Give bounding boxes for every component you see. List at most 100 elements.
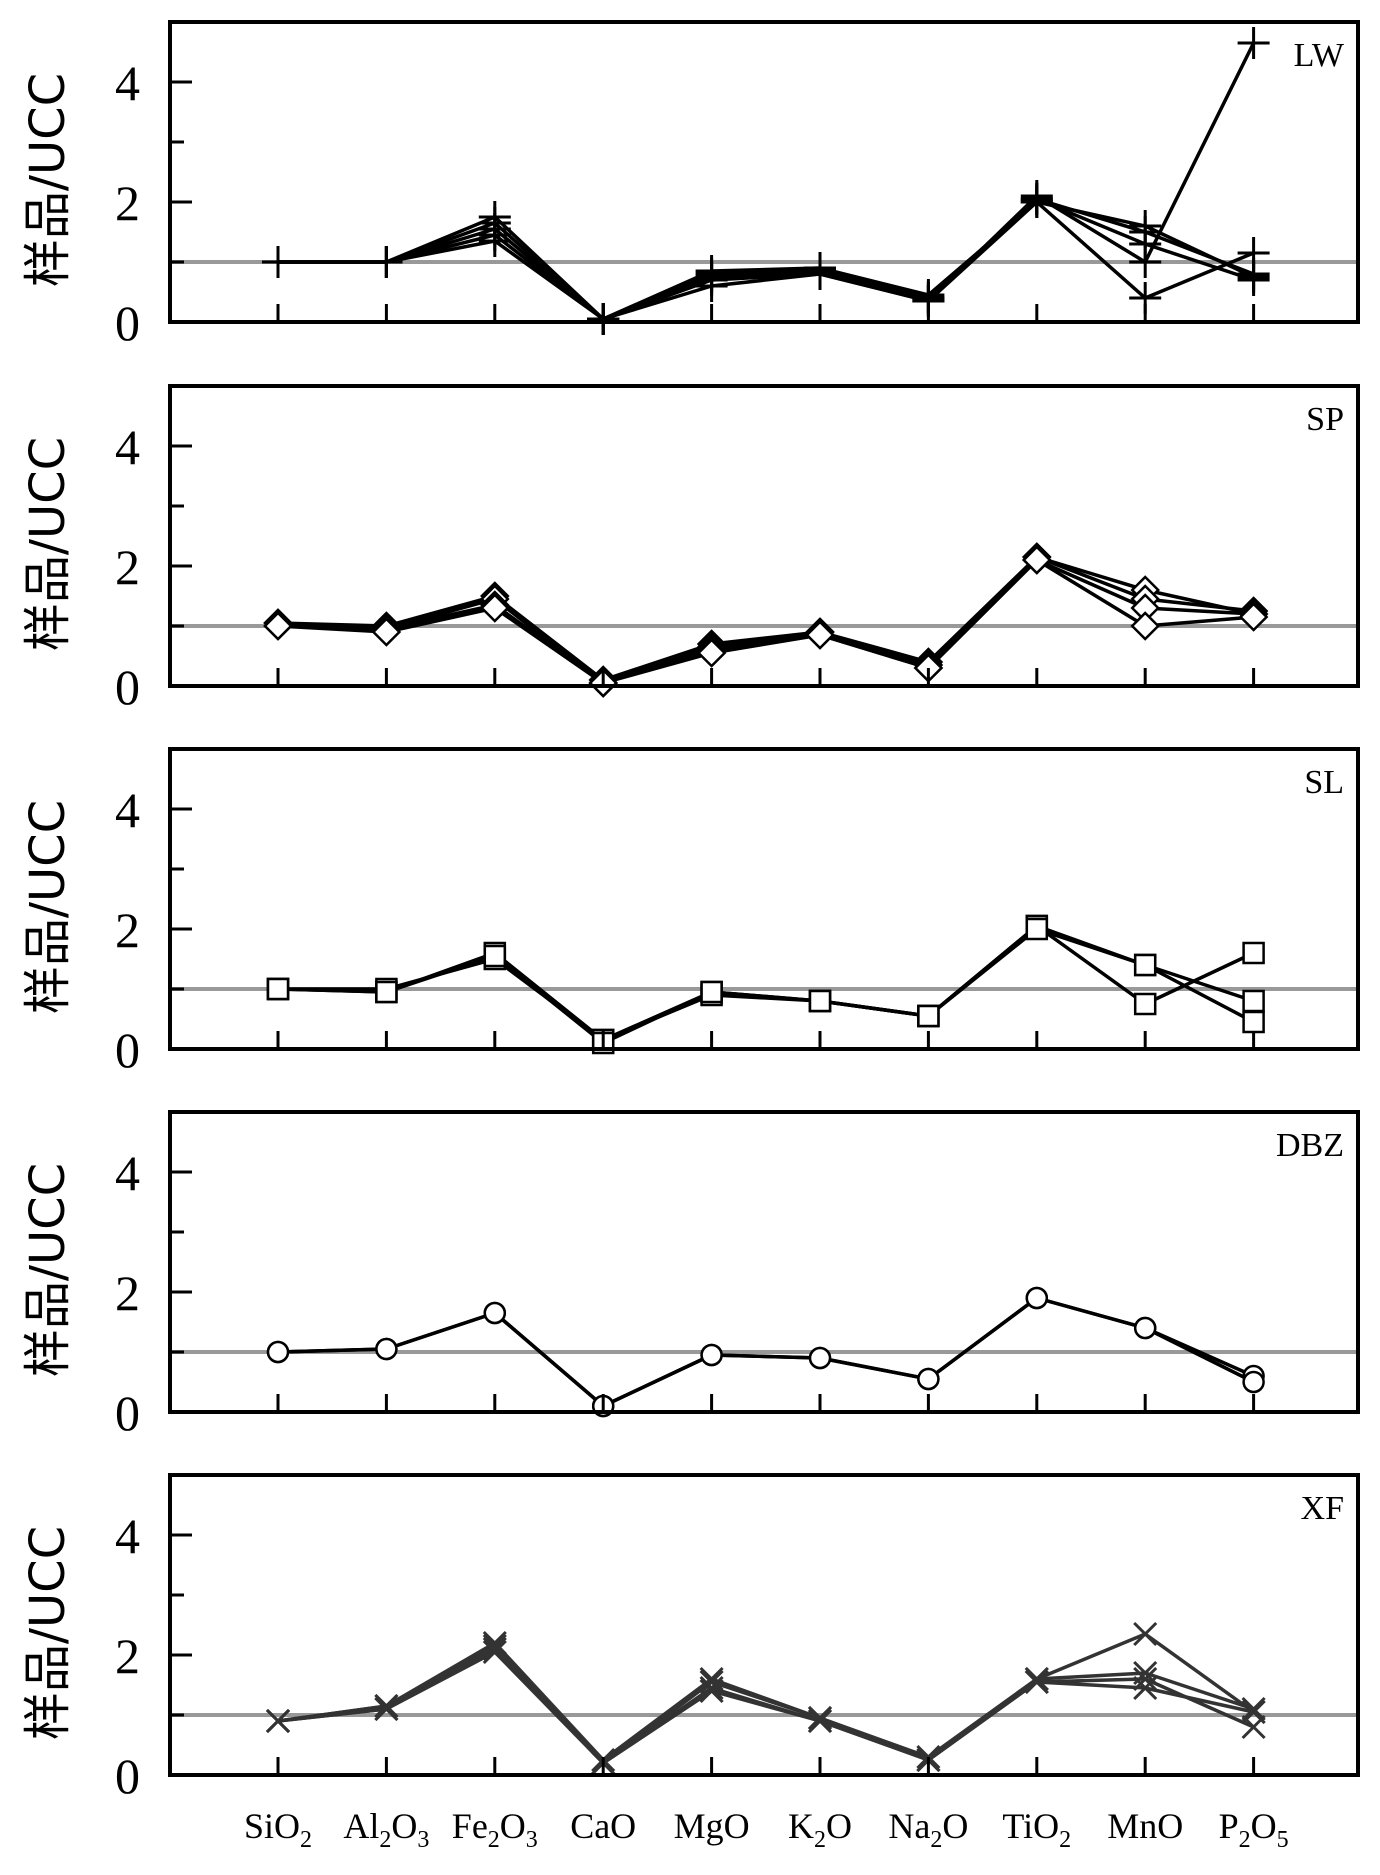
panel-label: LW bbox=[1294, 37, 1345, 74]
series-line bbox=[277, 1296, 1255, 1408]
x-tick-label: Fe2O3 bbox=[452, 1806, 538, 1853]
data-point bbox=[1025, 1286, 1049, 1310]
chart-panel-dbz: 0 2 4 样品/UCC DBZ bbox=[20, 1110, 1360, 1441]
data-point bbox=[375, 980, 398, 1004]
data-point bbox=[371, 617, 402, 647]
data-point bbox=[263, 611, 293, 641]
data-point bbox=[266, 977, 290, 1001]
series-line bbox=[277, 1644, 1255, 1765]
series-line bbox=[278, 197, 1255, 321]
data-point bbox=[478, 225, 511, 257]
y-tick-label: 0 bbox=[115, 659, 140, 715]
data-point bbox=[1129, 246, 1162, 278]
y-tick-label: 2 bbox=[115, 1265, 140, 1321]
data-point bbox=[266, 1340, 290, 1364]
chart-panel-lw: 0 2 4 样品/UCC LW bbox=[20, 20, 1360, 351]
x-tick-label: P2O5 bbox=[1219, 1806, 1289, 1853]
data-point bbox=[1133, 1316, 1157, 1340]
y-tick-label: 0 bbox=[115, 1748, 140, 1804]
chart-panels: 0 2 4 样品/UCC LW 0 2 4 样品/UCC SP 0 2 4 样品/UCC SL 0 2 4 样品/U… bbox=[20, 20, 1360, 1804]
data-point bbox=[700, 980, 723, 1004]
data-point bbox=[1130, 611, 1160, 641]
x-tick-label: TiO2 bbox=[1002, 1806, 1071, 1853]
y-tick-label: 4 bbox=[115, 1508, 140, 1564]
data-point bbox=[700, 1343, 723, 1367]
y-tick-label: 4 bbox=[115, 55, 140, 111]
plot-frame bbox=[168, 20, 1360, 324]
data-point bbox=[808, 1346, 832, 1370]
data-point bbox=[1241, 1696, 1266, 1722]
series-line bbox=[277, 927, 1255, 1045]
data-point bbox=[1133, 1666, 1158, 1692]
y-tick-label: 2 bbox=[115, 902, 140, 958]
data-point bbox=[1241, 1699, 1266, 1725]
y-tick-label: 0 bbox=[115, 1022, 140, 1078]
data-point bbox=[699, 1678, 724, 1704]
data-point bbox=[1024, 1666, 1049, 1692]
y-tick-label: 4 bbox=[115, 1145, 140, 1201]
plot-frame bbox=[168, 1110, 1360, 1414]
panel-label: XF bbox=[1301, 1490, 1344, 1527]
x-tick-label: Na2O bbox=[888, 1806, 968, 1853]
y-tick-label: 4 bbox=[115, 782, 140, 838]
y-axis-label: 样品/UCC bbox=[20, 1526, 76, 1740]
series-line bbox=[277, 924, 1255, 1042]
data-point bbox=[807, 1708, 833, 1734]
y-axis-label: 样品/UCC bbox=[20, 1163, 76, 1377]
data-point bbox=[262, 246, 294, 278]
y-axis-label: 样品/UCC bbox=[20, 73, 76, 287]
data-point bbox=[695, 270, 728, 302]
chart-panel-sp: 0 2 4 样品/UCC SP bbox=[20, 384, 1360, 715]
series-line bbox=[278, 200, 1255, 321]
panel-label: SP bbox=[1306, 401, 1344, 438]
data-point bbox=[804, 258, 836, 290]
data-point bbox=[482, 1639, 507, 1665]
chart-panel-sl: 0 2 4 样品/UCC SL bbox=[20, 747, 1360, 1078]
x-tick-label: K2O bbox=[788, 1806, 852, 1853]
data-point bbox=[1237, 237, 1270, 269]
data-point bbox=[265, 1708, 291, 1734]
plot-frame bbox=[168, 747, 1360, 1051]
data-point bbox=[1237, 27, 1270, 59]
data-point bbox=[370, 246, 403, 278]
series-line bbox=[277, 1650, 1254, 1765]
chart-panel-xf: 0 2 4 样品/UCC XF bbox=[20, 1473, 1360, 1804]
y-tick-label: 0 bbox=[115, 1385, 140, 1441]
x-tick-label: CaO bbox=[570, 1806, 636, 1846]
x-tick-label: MgO bbox=[674, 1806, 750, 1846]
panel-label: DBZ bbox=[1276, 1127, 1344, 1164]
data-point bbox=[1020, 186, 1053, 218]
x-tick-label: SiO2 bbox=[244, 1806, 312, 1853]
data-point bbox=[375, 1337, 398, 1361]
data-point bbox=[483, 944, 507, 968]
y-tick-label: 0 bbox=[115, 295, 140, 351]
data-point bbox=[480, 593, 510, 623]
data-point bbox=[1024, 1669, 1049, 1695]
data-point bbox=[699, 1675, 724, 1701]
data-point bbox=[374, 1693, 399, 1719]
data-point bbox=[1242, 1010, 1265, 1034]
series-line bbox=[277, 555, 1254, 685]
y-tick-label: 4 bbox=[115, 419, 140, 475]
data-point bbox=[1133, 1675, 1158, 1701]
y-axis-label: 样品/UCC bbox=[20, 800, 76, 1014]
y-tick-label: 2 bbox=[115, 175, 140, 231]
series-line bbox=[278, 42, 1256, 321]
data-point bbox=[1242, 989, 1265, 1013]
series-line bbox=[278, 924, 1255, 1042]
data-point bbox=[1238, 602, 1269, 632]
data-point bbox=[374, 1696, 399, 1722]
series-line bbox=[277, 1632, 1255, 1762]
data-point bbox=[482, 1630, 507, 1656]
data-point bbox=[482, 1633, 507, 1659]
plot-frame bbox=[168, 1473, 1360, 1777]
data-point bbox=[807, 1705, 833, 1731]
data-point bbox=[699, 1669, 724, 1695]
series-line bbox=[277, 558, 1254, 685]
y-axis-label: 样品/UCC bbox=[20, 437, 76, 651]
data-point bbox=[482, 1636, 507, 1662]
data-point bbox=[805, 620, 835, 650]
data-point bbox=[1133, 953, 1157, 977]
data-point bbox=[696, 638, 727, 668]
